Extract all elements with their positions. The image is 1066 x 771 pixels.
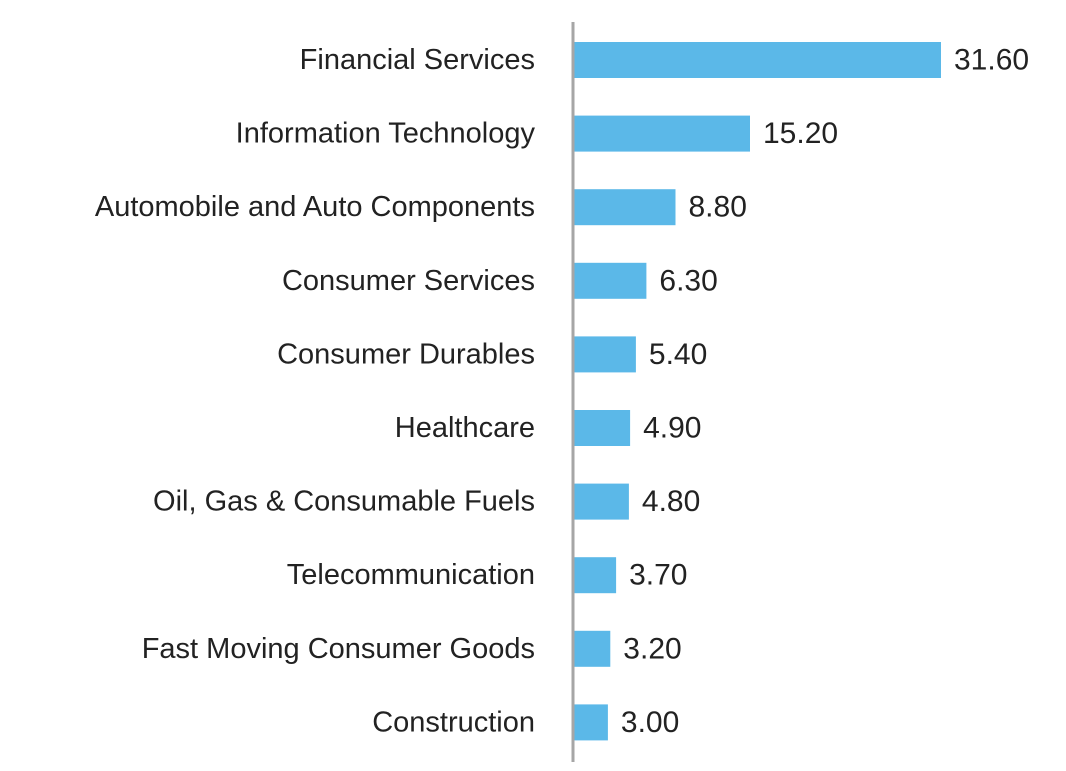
value-label: 8.80 (689, 191, 747, 224)
category-label: Construction (372, 706, 535, 738)
category-label: Automobile and Auto Components (95, 191, 535, 223)
value-label: 3.00 (621, 706, 679, 739)
category-label: Information Technology (236, 118, 536, 150)
value-label: 31.60 (954, 44, 1029, 77)
bar (573, 336, 636, 373)
bar (573, 410, 631, 446)
category-label: Consumer Durables (277, 338, 535, 370)
category-label: Financial Services (300, 44, 535, 76)
bars-group (573, 42, 941, 741)
value-labels-group: 31.60 15.20 8.80 6.30 5.40 4.90 4.80 3.70 3.20 3.… (621, 44, 1029, 739)
bar (573, 115, 750, 152)
bar (573, 262, 647, 299)
bar (573, 42, 941, 78)
value-label: 3.20 (623, 632, 681, 665)
category-labels-group: Financial Services Information Technology… (95, 44, 536, 738)
value-label: 4.90 (643, 412, 701, 445)
value-label: 3.70 (629, 559, 687, 592)
category-label: Healthcare (395, 412, 535, 444)
value-label: 6.30 (659, 264, 717, 297)
bar (573, 557, 617, 594)
category-label: Oil, Gas & Consumable Fuels (153, 486, 535, 518)
value-label: 4.80 (642, 485, 700, 518)
bar (573, 704, 608, 741)
bar (573, 630, 611, 667)
value-label: 15.20 (763, 117, 838, 150)
category-label: Fast Moving Consumer Goods (142, 633, 535, 665)
category-label: Consumer Services (282, 265, 535, 297)
category-label: Telecommunication (287, 559, 535, 591)
bar (573, 189, 676, 226)
value-label: 5.40 (649, 338, 707, 371)
bar (573, 483, 629, 520)
